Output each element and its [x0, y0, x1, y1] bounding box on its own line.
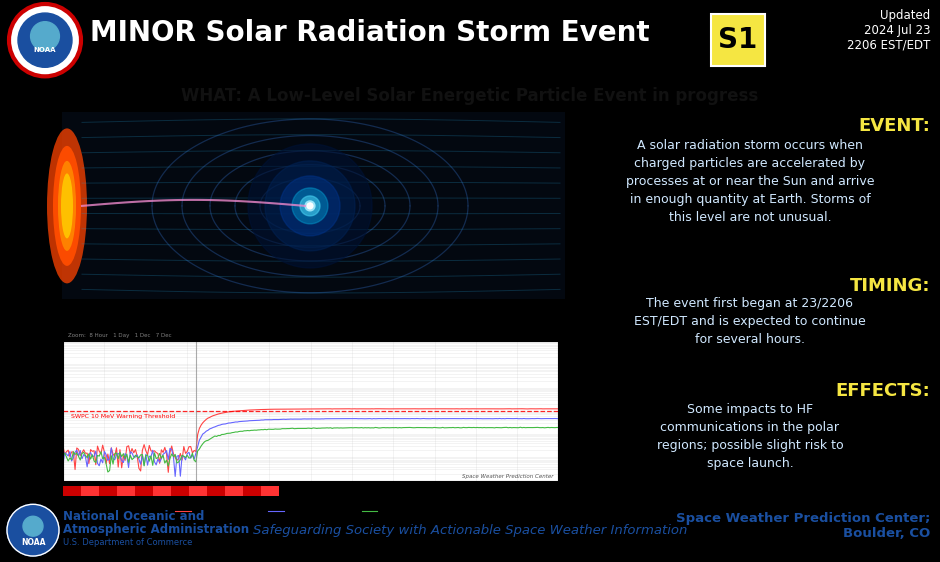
- Text: NOAA: NOAA: [34, 47, 56, 53]
- GOES-18 ≥ 100 MeV: [495, 424, 507, 431]
- Bar: [226, 486, 243, 496]
- Circle shape: [18, 13, 72, 67]
- Text: Space Weather Prediction Center;
Boulder, CO: Space Weather Prediction Center; Boulder…: [676, 512, 930, 540]
- GOES-18 ≥ 10 MeV: [484, 405, 495, 412]
- GOES-18 ≥ 100 MeV: [475, 424, 486, 431]
- Bar: [261, 486, 279, 496]
- GOES-18 ≥ 100 MeV: [511, 424, 523, 431]
- GOES-18 ≥ 10 MeV: [475, 406, 486, 413]
- Text: NOAA: NOAA: [21, 538, 45, 547]
- Line: GOES-18 ≥ 50 MeV: GOES-18 ≥ 50 MeV: [63, 419, 558, 477]
- GOES-18 ≥ 10 MeV: [101, 460, 112, 467]
- GOES-18 ≥ 100 MeV: [484, 424, 495, 431]
- GOES-18 ≥ 100 MeV: [515, 424, 526, 430]
- Text: MINOR Solar Radiation Storm Event: MINOR Solar Radiation Storm Event: [90, 19, 650, 47]
- Circle shape: [9, 4, 81, 76]
- Text: Space Weather Prediction Center: Space Weather Prediction Center: [462, 474, 554, 479]
- Bar: [99, 486, 118, 496]
- Y-axis label: Particles
(cm⁻² s⁻¹ sr⁻¹): Particles (cm⁻² s⁻¹ sr⁻¹): [21, 388, 33, 433]
- Text: A solar radiation storm occurs when
charged particles are accelerated by
process: A solar radiation storm occurs when char…: [626, 139, 874, 224]
- Bar: [189, 486, 207, 496]
- GOES-18 ≥ 10 MeV: [309, 406, 321, 413]
- Text: SWPC 10 MeV Warning Threshold: SWPC 10 MeV Warning Threshold: [71, 414, 176, 419]
- GOES-18 ≥ 100 MeV: [309, 425, 321, 432]
- Bar: [153, 486, 171, 496]
- Circle shape: [307, 203, 313, 209]
- Circle shape: [248, 144, 372, 268]
- Text: S1: S1: [718, 26, 758, 54]
- GOES-18 ≥ 10 MeV: [505, 405, 516, 412]
- Text: WHAT: A Low-Level Solar Energetic Particle Event in progress: WHAT: A Low-Level Solar Energetic Partic…: [181, 87, 759, 106]
- Bar: [118, 486, 135, 496]
- Text: TIMING:: TIMING:: [850, 278, 930, 296]
- GOES-18 ≥ 50 MeV: [513, 415, 525, 422]
- Bar: [243, 486, 261, 496]
- Text: Zoom:  8 Hour   1 Day   1 Dec   7 Dec: Zoom: 8 Hour 1 Day 1 Dec 7 Dec: [68, 333, 172, 338]
- Text: Some impacts to HF
communications in the polar
regions; possible slight risk to
: Some impacts to HF communications in the…: [657, 404, 843, 470]
- Bar: [207, 486, 226, 496]
- FancyBboxPatch shape: [711, 14, 765, 66]
- X-axis label: Universal Time: Universal Time: [282, 504, 339, 513]
- Circle shape: [7, 504, 59, 556]
- GOES-18 ≥ 50 MeV: [553, 415, 564, 422]
- Bar: [81, 486, 99, 496]
- Circle shape: [305, 201, 315, 211]
- Text: EVENT:: EVENT:: [858, 117, 930, 135]
- GOES-18 ≥ 10 MeV: [163, 469, 174, 475]
- GOES-18 ≥ 50 MeV: [494, 415, 506, 422]
- GOES-18 ≥ 10 MeV: [495, 405, 507, 412]
- GOES-18 ≥ 50 MeV: [475, 415, 486, 422]
- Text: Updated
2024 Jul 23
2206 EST/EDT: Updated 2024 Jul 23 2206 EST/EDT: [847, 8, 930, 52]
- GOES-18 ≥ 50 MeV: [309, 415, 321, 422]
- GOES-18 ≥ 10 MeV: [57, 443, 69, 450]
- GOES-18 ≥ 100 MeV: [101, 460, 112, 467]
- Bar: [63, 486, 81, 496]
- Text: Safeguarding Society with Actionable Space Weather Information: Safeguarding Society with Actionable Spa…: [253, 524, 687, 537]
- GOES-18 ≥ 100 MeV: [102, 469, 114, 475]
- GOES-18 ≥ 100 MeV: [57, 452, 69, 459]
- GOES-18 ≥ 50 MeV: [101, 451, 112, 458]
- Text: Atmospheric Administration: Atmospheric Administration: [63, 523, 249, 536]
- FancyBboxPatch shape: [62, 112, 565, 300]
- GOES-18 ≥ 50 MeV: [169, 473, 180, 480]
- GOES-18 ≥ 10 MeV: [513, 405, 525, 412]
- Circle shape: [23, 516, 43, 536]
- GOES-18 ≥ 10 MeV: [553, 405, 564, 412]
- Ellipse shape: [53, 146, 81, 266]
- Circle shape: [265, 161, 355, 251]
- Circle shape: [280, 176, 340, 236]
- Line: GOES-18 ≥ 100 MeV: GOES-18 ≥ 100 MeV: [63, 427, 558, 472]
- Ellipse shape: [61, 174, 73, 238]
- GOES-18 ≥ 50 MeV: [484, 415, 495, 422]
- GOES-18 ≥ 50 MeV: [497, 415, 509, 422]
- Text: EFFECTS:: EFFECTS:: [836, 382, 930, 400]
- GOES-18 ≥ 50 MeV: [57, 461, 69, 468]
- Title: GOES Proton Flux (5-minute data): GOES Proton Flux (5-minute data): [227, 329, 394, 339]
- Circle shape: [31, 22, 59, 51]
- Text: U.S. Department of Commerce: U.S. Department of Commerce: [63, 538, 193, 547]
- Bar: [171, 486, 189, 496]
- Text: National Oceanic and: National Oceanic and: [63, 510, 204, 523]
- GOES-18 ≥ 100 MeV: [553, 424, 564, 431]
- Circle shape: [300, 196, 320, 216]
- Text: The event first began at 23/2206
EST/EDT and is expected to continue
for several: The event first began at 23/2206 EST/EDT…: [634, 297, 866, 346]
- Bar: [135, 486, 153, 496]
- Ellipse shape: [58, 161, 76, 251]
- Ellipse shape: [47, 128, 87, 283]
- Circle shape: [292, 188, 328, 224]
- Line: GOES-18 ≥ 10 MeV: GOES-18 ≥ 10 MeV: [63, 409, 558, 472]
- Legend: GOES-18 ≥ 10 MeV, GOES-18 ≥ 50 MeV, GOES-18 ≥ 100 MeV: GOES-18 ≥ 10 MeV, GOES-18 ≥ 50 MeV, GOES…: [173, 506, 448, 516]
